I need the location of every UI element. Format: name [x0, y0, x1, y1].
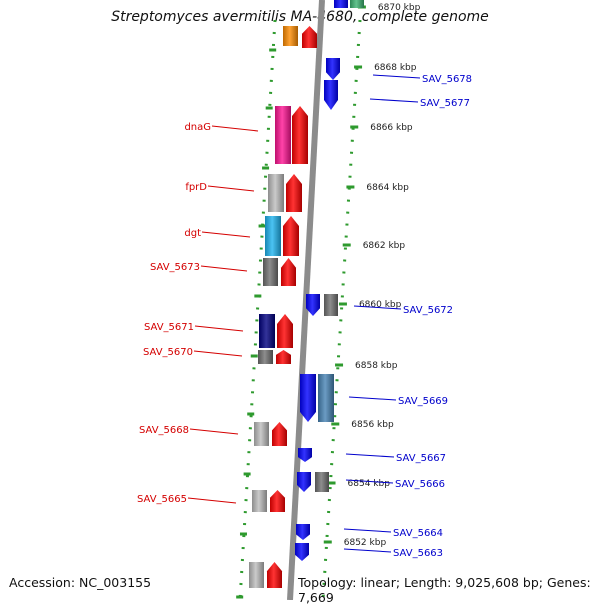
scale-tick-label: 6868 kbp [374, 63, 417, 73]
gene-block-top-green [350, 0, 364, 8]
gene-block-bottom [249, 562, 264, 588]
gene-label-left: SAV_5671 [144, 322, 194, 333]
scale-tick-label: 6860 kbp [359, 300, 402, 310]
gene-label-left: SAV_5668 [139, 425, 189, 436]
gene-block-dnag [275, 106, 291, 164]
gene-arrow-dgt [283, 216, 299, 256]
scale-tick-label: 6862 kbp [363, 241, 406, 251]
gene-arrow-sav5673 [281, 258, 296, 286]
label-leader-right [369, 98, 419, 103]
gene-arrow-sav5663 [295, 543, 309, 561]
gene-arrow-bottom [267, 562, 282, 588]
label-leader-left [200, 265, 248, 272]
gene-label-right: SAV_5664 [393, 528, 443, 539]
topology-text: Topology: linear; Length: 9,025,608 bp; … [298, 575, 591, 605]
scale-tick-label: 6866 kbp [370, 123, 413, 133]
gene-label-left: fprD [185, 182, 207, 193]
gene-block-fprd [268, 174, 284, 212]
gene-block-sav5668 [254, 422, 269, 446]
label-leader-right [343, 528, 392, 533]
gene-label-right: SAV_5663 [393, 548, 443, 559]
gene-label-right: SAV_5669 [398, 396, 448, 407]
accession-text: Accession: NC_003155 [9, 575, 152, 590]
gene-label-left: SAV_5665 [137, 494, 187, 505]
label-leader-left [211, 125, 259, 132]
label-leader-right [343, 548, 392, 553]
gene-label-left: dnaG [184, 122, 211, 133]
map-title: Streptomyces avermitilis MA-4680, comple… [111, 9, 489, 25]
gene-label-right: SAV_5678 [422, 74, 472, 85]
gene-arrow-sav5665 [270, 490, 285, 512]
label-leader-right [345, 453, 395, 458]
gene-arrow-dnag [292, 106, 308, 164]
gene-label-right: SAV_5672 [403, 305, 453, 316]
scale-tick-label: 6856 kbp [351, 420, 394, 430]
label-leader-right [353, 305, 402, 310]
gene-block-sav5665 [252, 490, 267, 512]
gene-arrow-sav5677 [324, 80, 338, 110]
gene-arrow-sav5669 [300, 374, 316, 422]
label-leader-left [194, 325, 244, 332]
scale-tick-label: 6870 kbp [378, 3, 421, 13]
right-guide-line [321, 19, 362, 600]
label-leader-left [193, 350, 243, 357]
gene-label-left: dgt [184, 228, 201, 239]
label-leader-right [372, 74, 421, 79]
gene-arrow-sav5678 [326, 58, 340, 80]
gene-label-left: SAV_5670 [143, 347, 193, 358]
label-leader-left [207, 185, 255, 192]
gene-label-right: SAV_5667 [396, 453, 446, 464]
gene-arrow-sav5664 [296, 524, 310, 540]
label-leader-right [348, 396, 397, 401]
gene-arrow-sav5667 [298, 448, 312, 462]
gene-block-top-blue [334, 0, 348, 8]
gene-arrow-sav5668 [272, 422, 287, 446]
gene-block-sav5666 [315, 472, 329, 492]
gene-arrow-sav5671 [277, 314, 293, 348]
gene-block-sav5669 [318, 374, 334, 422]
gene-label-left: SAV_5673 [150, 262, 200, 273]
gene-block-orange [283, 26, 298, 46]
gene-block-sav5670 [258, 350, 273, 364]
left-guide-line [238, 19, 277, 600]
gene-label-right: SAV_5666 [395, 479, 445, 490]
scale-tick-label: 6852 kbp [344, 538, 387, 548]
label-leader-left [189, 428, 239, 435]
gene-arrow-sav5670 [276, 350, 291, 364]
label-leader-right [345, 479, 394, 484]
gene-block-sav5673 [263, 258, 278, 286]
gene-arrow-fprd [286, 174, 302, 212]
scale-tick-label: 6854 kbp [348, 479, 391, 489]
label-leader-left [201, 231, 251, 238]
gene-block-sav5671 [259, 314, 275, 348]
scale-tick-label: 6858 kbp [355, 361, 398, 371]
gene-label-right: SAV_5677 [420, 98, 470, 109]
label-leader-left [187, 497, 237, 504]
scale-tick-label: 6864 kbp [366, 183, 409, 193]
gene-arrow-sav5672 [306, 294, 320, 316]
gene-arrow-sav5666 [297, 472, 311, 492]
gene-block-sav5672 [324, 294, 338, 316]
gene-block-dgt [265, 216, 281, 256]
gene-arrow-forward [302, 26, 317, 48]
